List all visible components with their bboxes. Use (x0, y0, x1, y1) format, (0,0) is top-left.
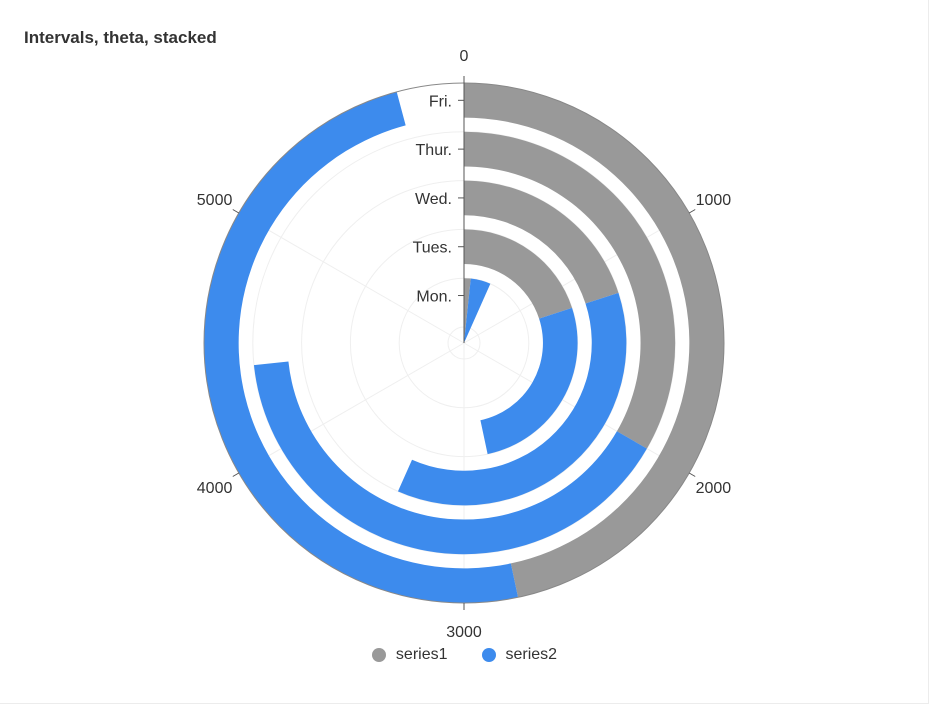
theta-tick-label-2000: 2000 (696, 480, 732, 497)
bar-series1-thur (464, 131, 676, 449)
bar-series2-thur (253, 361, 647, 555)
category-label-fri: Fri. (429, 93, 452, 110)
bar-series1-fri (464, 83, 724, 598)
legend-item-series1[interactable]: series1 (371, 646, 448, 664)
theta-tick (232, 209, 240, 214)
bar-series2-tues (480, 307, 578, 455)
category-label-mon: Mon. (416, 289, 452, 306)
bar-series2-wed (397, 292, 627, 506)
legend-marker-series1 (371, 648, 386, 662)
category-label-thur: Thur. (416, 142, 452, 159)
theta-tick (232, 472, 240, 477)
bar-series1-mon (464, 278, 471, 343)
legend-marker-series2 (481, 648, 496, 662)
grid-radial (238, 212, 465, 344)
theta-tick-label-1000: 1000 (696, 192, 732, 209)
chart-legend: series1 series2 (0, 646, 929, 664)
grid-radial (238, 342, 465, 474)
bar-series1-tues (464, 229, 573, 319)
bar-series1-wed (464, 180, 619, 304)
legend-label-series1: series1 (395, 646, 448, 663)
legend-item-series2[interactable]: series2 (481, 646, 558, 664)
theta-tick-label-5000: 5000 (197, 192, 233, 209)
theta-tick-label-3000: 3000 (446, 624, 482, 641)
bar-series2-mon (464, 278, 491, 343)
category-label-tues: Tues. (413, 240, 452, 257)
theta-tick-label-4000: 4000 (197, 480, 233, 497)
theta-tick-label-0: 0 (460, 48, 469, 65)
theta-tick (688, 209, 696, 214)
category-label-wed: Wed. (415, 191, 452, 208)
theta-tick (688, 472, 696, 477)
legend-label-series2: series2 (505, 646, 558, 663)
chart-title: Intervals, theta, stacked (24, 28, 217, 47)
